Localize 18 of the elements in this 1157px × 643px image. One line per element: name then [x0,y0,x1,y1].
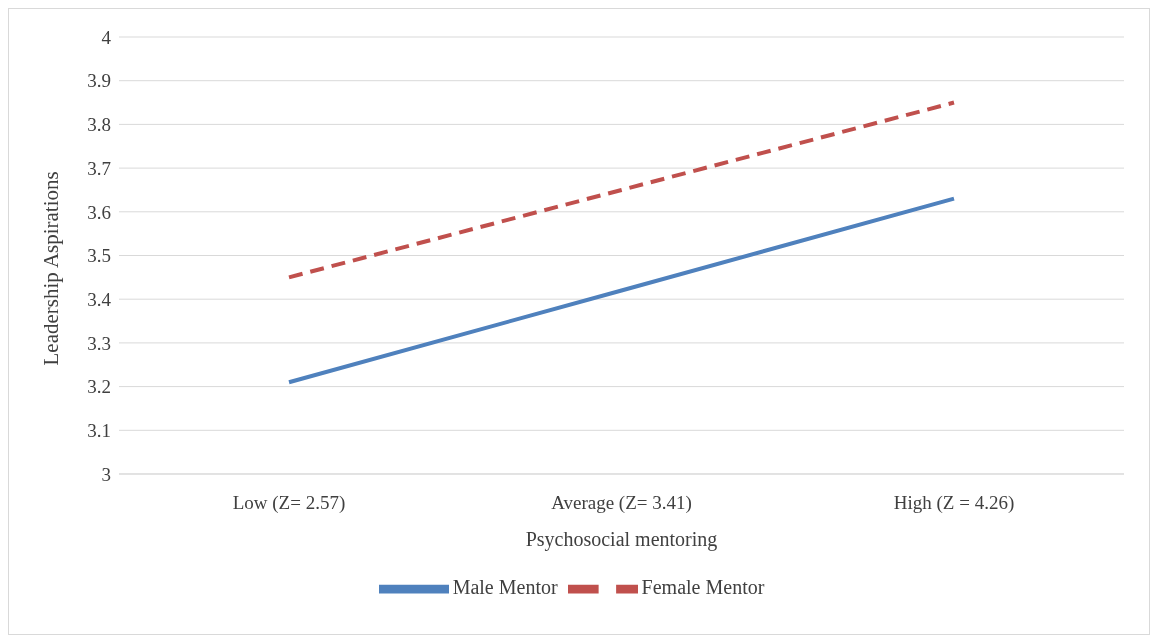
y-tick-label: 3.3 [87,332,111,354]
y-tick-label: 3.5 [87,245,111,267]
x-tick-label: Low (Z= 2.57) [232,492,346,515]
x-tick-label: Average (Z= 3.41) [551,492,692,515]
y-tick-label: 4 [101,26,112,48]
y-tick-label: 3.6 [87,201,111,223]
y-axis-title: Leadership Aspirations [39,171,64,366]
y-tick-label: 3.4 [87,288,112,310]
x-axis-title: Psychosocial mentoring [525,528,718,551]
y-tick-label: 3.1 [87,420,111,442]
y-tick-label: 3.7 [87,157,111,179]
x-tick-label: High (Z = 4.26) [893,492,1015,515]
y-tick-label: 3 [101,463,111,485]
legend-label: Male Mentor [452,575,558,598]
y-tick-label: 3.9 [87,70,111,92]
y-tick-label: 3.8 [87,114,111,136]
y-tick-label: 3.2 [87,376,111,398]
legend-label: Female Mentor [641,575,765,598]
